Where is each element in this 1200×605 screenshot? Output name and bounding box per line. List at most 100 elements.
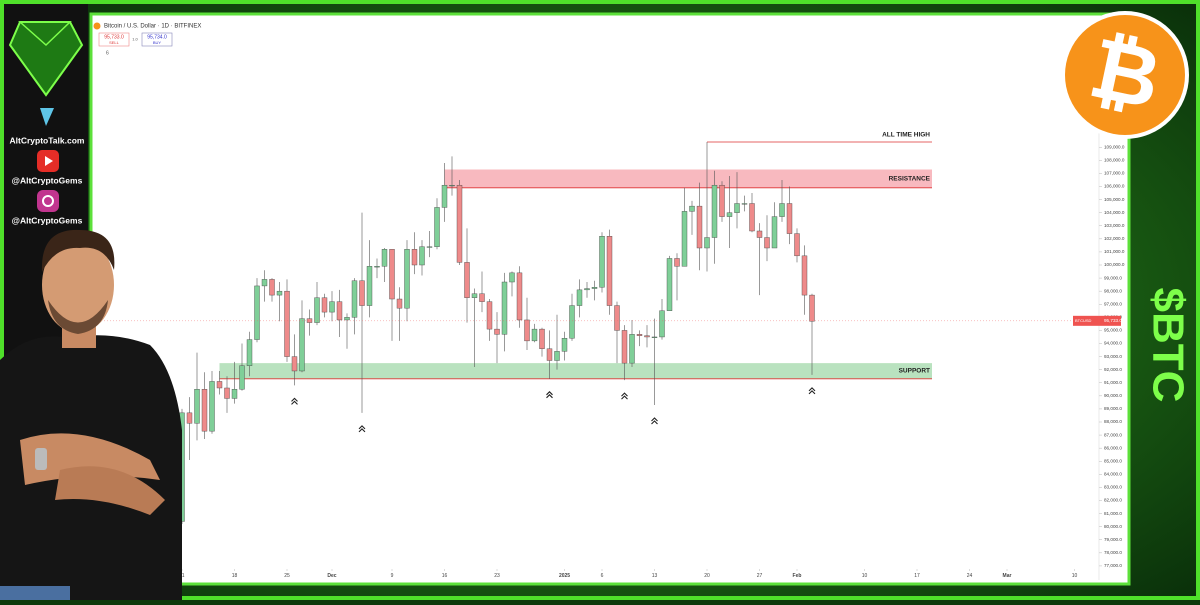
instagram-icon xyxy=(37,190,59,212)
x-tick-label: 20 xyxy=(704,573,710,579)
candle-body xyxy=(509,272,515,283)
candle-body xyxy=(659,310,665,338)
candle-body xyxy=(809,294,815,322)
candle-body xyxy=(186,412,193,424)
candle-body xyxy=(711,184,718,238)
candle-body xyxy=(629,334,635,364)
candle-body xyxy=(426,246,433,248)
support-marker xyxy=(546,391,553,399)
y-tick-label: 84,000.0 xyxy=(1104,472,1122,477)
x-tick-label: Mar xyxy=(1003,573,1012,579)
y-tick-label: 97,000.0 xyxy=(1104,301,1122,306)
instagram-handle: @AltCryptoGems xyxy=(12,215,83,225)
instagram-lens xyxy=(42,195,54,207)
candle-body xyxy=(606,236,613,306)
y-tick-label: 98,000.0 xyxy=(1104,288,1122,293)
candle-body xyxy=(719,184,725,217)
candle-body xyxy=(239,365,245,390)
candle-body xyxy=(404,249,410,309)
candle-body xyxy=(546,348,553,361)
candle-body xyxy=(261,279,268,287)
y-tick-label: 101,000.0 xyxy=(1104,249,1125,254)
candle-body xyxy=(644,335,650,338)
buy-button[interactable] xyxy=(141,32,173,47)
x-tick-label: Dec xyxy=(327,573,336,579)
badge xyxy=(1065,15,1185,135)
y-tick-label: 105,000.0 xyxy=(1104,197,1125,202)
price-tag-label: 95,733.0 xyxy=(1104,318,1122,323)
candle-body xyxy=(704,237,710,249)
x-tick-label: 25 xyxy=(284,573,290,579)
candle-body xyxy=(801,255,808,296)
candle-body xyxy=(396,298,403,309)
candle-body xyxy=(794,233,800,257)
candle-body xyxy=(734,203,740,213)
candle-body xyxy=(389,249,395,300)
candle-body xyxy=(306,318,313,323)
candle-body xyxy=(554,351,560,361)
candle-body xyxy=(771,216,778,249)
y-tick-label: 86,000.0 xyxy=(1104,445,1122,450)
candle-body xyxy=(674,258,680,267)
y-tick-label: 103,000.0 xyxy=(1104,223,1125,228)
youtube-play xyxy=(45,156,53,166)
price-symbol: BTCUSD xyxy=(1075,318,1092,323)
sell-button[interactable] xyxy=(98,32,130,47)
candle-body xyxy=(216,381,223,389)
y-tick-label: 94,000.0 xyxy=(1104,341,1122,346)
arm xyxy=(20,433,160,485)
candle-body xyxy=(351,280,358,318)
candle-body xyxy=(471,293,478,298)
candle-body xyxy=(486,301,493,330)
support-marker xyxy=(808,387,816,395)
candle-body xyxy=(584,288,590,291)
candle-body xyxy=(336,301,343,321)
y-tick-label: 95,000.0 xyxy=(1104,328,1122,333)
candle-body xyxy=(524,319,530,342)
candle-body xyxy=(531,328,538,342)
support-marker xyxy=(651,417,658,425)
candle-body xyxy=(749,203,755,232)
y-tick-label: 102,000.0 xyxy=(1104,236,1125,241)
web-icon xyxy=(40,108,54,126)
y-tick-label: 91,000.0 xyxy=(1104,380,1122,385)
candle-body xyxy=(329,301,335,313)
site-text: AltCryptoTalk.com xyxy=(10,135,85,145)
y-tick-label: 99,000.0 xyxy=(1104,275,1122,280)
head xyxy=(42,237,114,333)
x-tick-label: 18 xyxy=(232,573,238,579)
candle-body xyxy=(269,279,275,296)
candle-body xyxy=(636,334,643,336)
y-tick-label: 108,000.0 xyxy=(1104,158,1125,163)
candle-body xyxy=(591,287,598,289)
candle-body xyxy=(449,184,455,187)
candle-body xyxy=(374,266,380,268)
candle-body xyxy=(479,293,485,302)
indicator-count: 6 xyxy=(106,50,109,56)
candle-body xyxy=(359,280,365,306)
buy-label: BUY xyxy=(153,40,162,45)
y-tick-label: 87,000.0 xyxy=(1104,432,1122,437)
candle-body xyxy=(456,184,463,263)
x-tick-label: 17 xyxy=(914,573,920,579)
candle-body xyxy=(366,266,373,306)
candle-body xyxy=(464,262,470,298)
candle-body xyxy=(419,246,425,266)
candle-body xyxy=(614,305,620,331)
candle-body xyxy=(516,272,523,321)
candle-body xyxy=(561,338,568,352)
candle-body xyxy=(344,317,350,321)
candle-body xyxy=(666,258,673,311)
y-tick-label: 77,000.0 xyxy=(1104,563,1122,568)
arm xyxy=(55,466,165,515)
candle-body xyxy=(291,356,298,372)
candle-body xyxy=(276,290,283,296)
candle-body xyxy=(254,285,260,340)
candle-body xyxy=(741,203,748,205)
y-tick-label: 81,000.0 xyxy=(1104,511,1122,516)
zone xyxy=(444,169,932,188)
candle-body xyxy=(314,297,320,323)
